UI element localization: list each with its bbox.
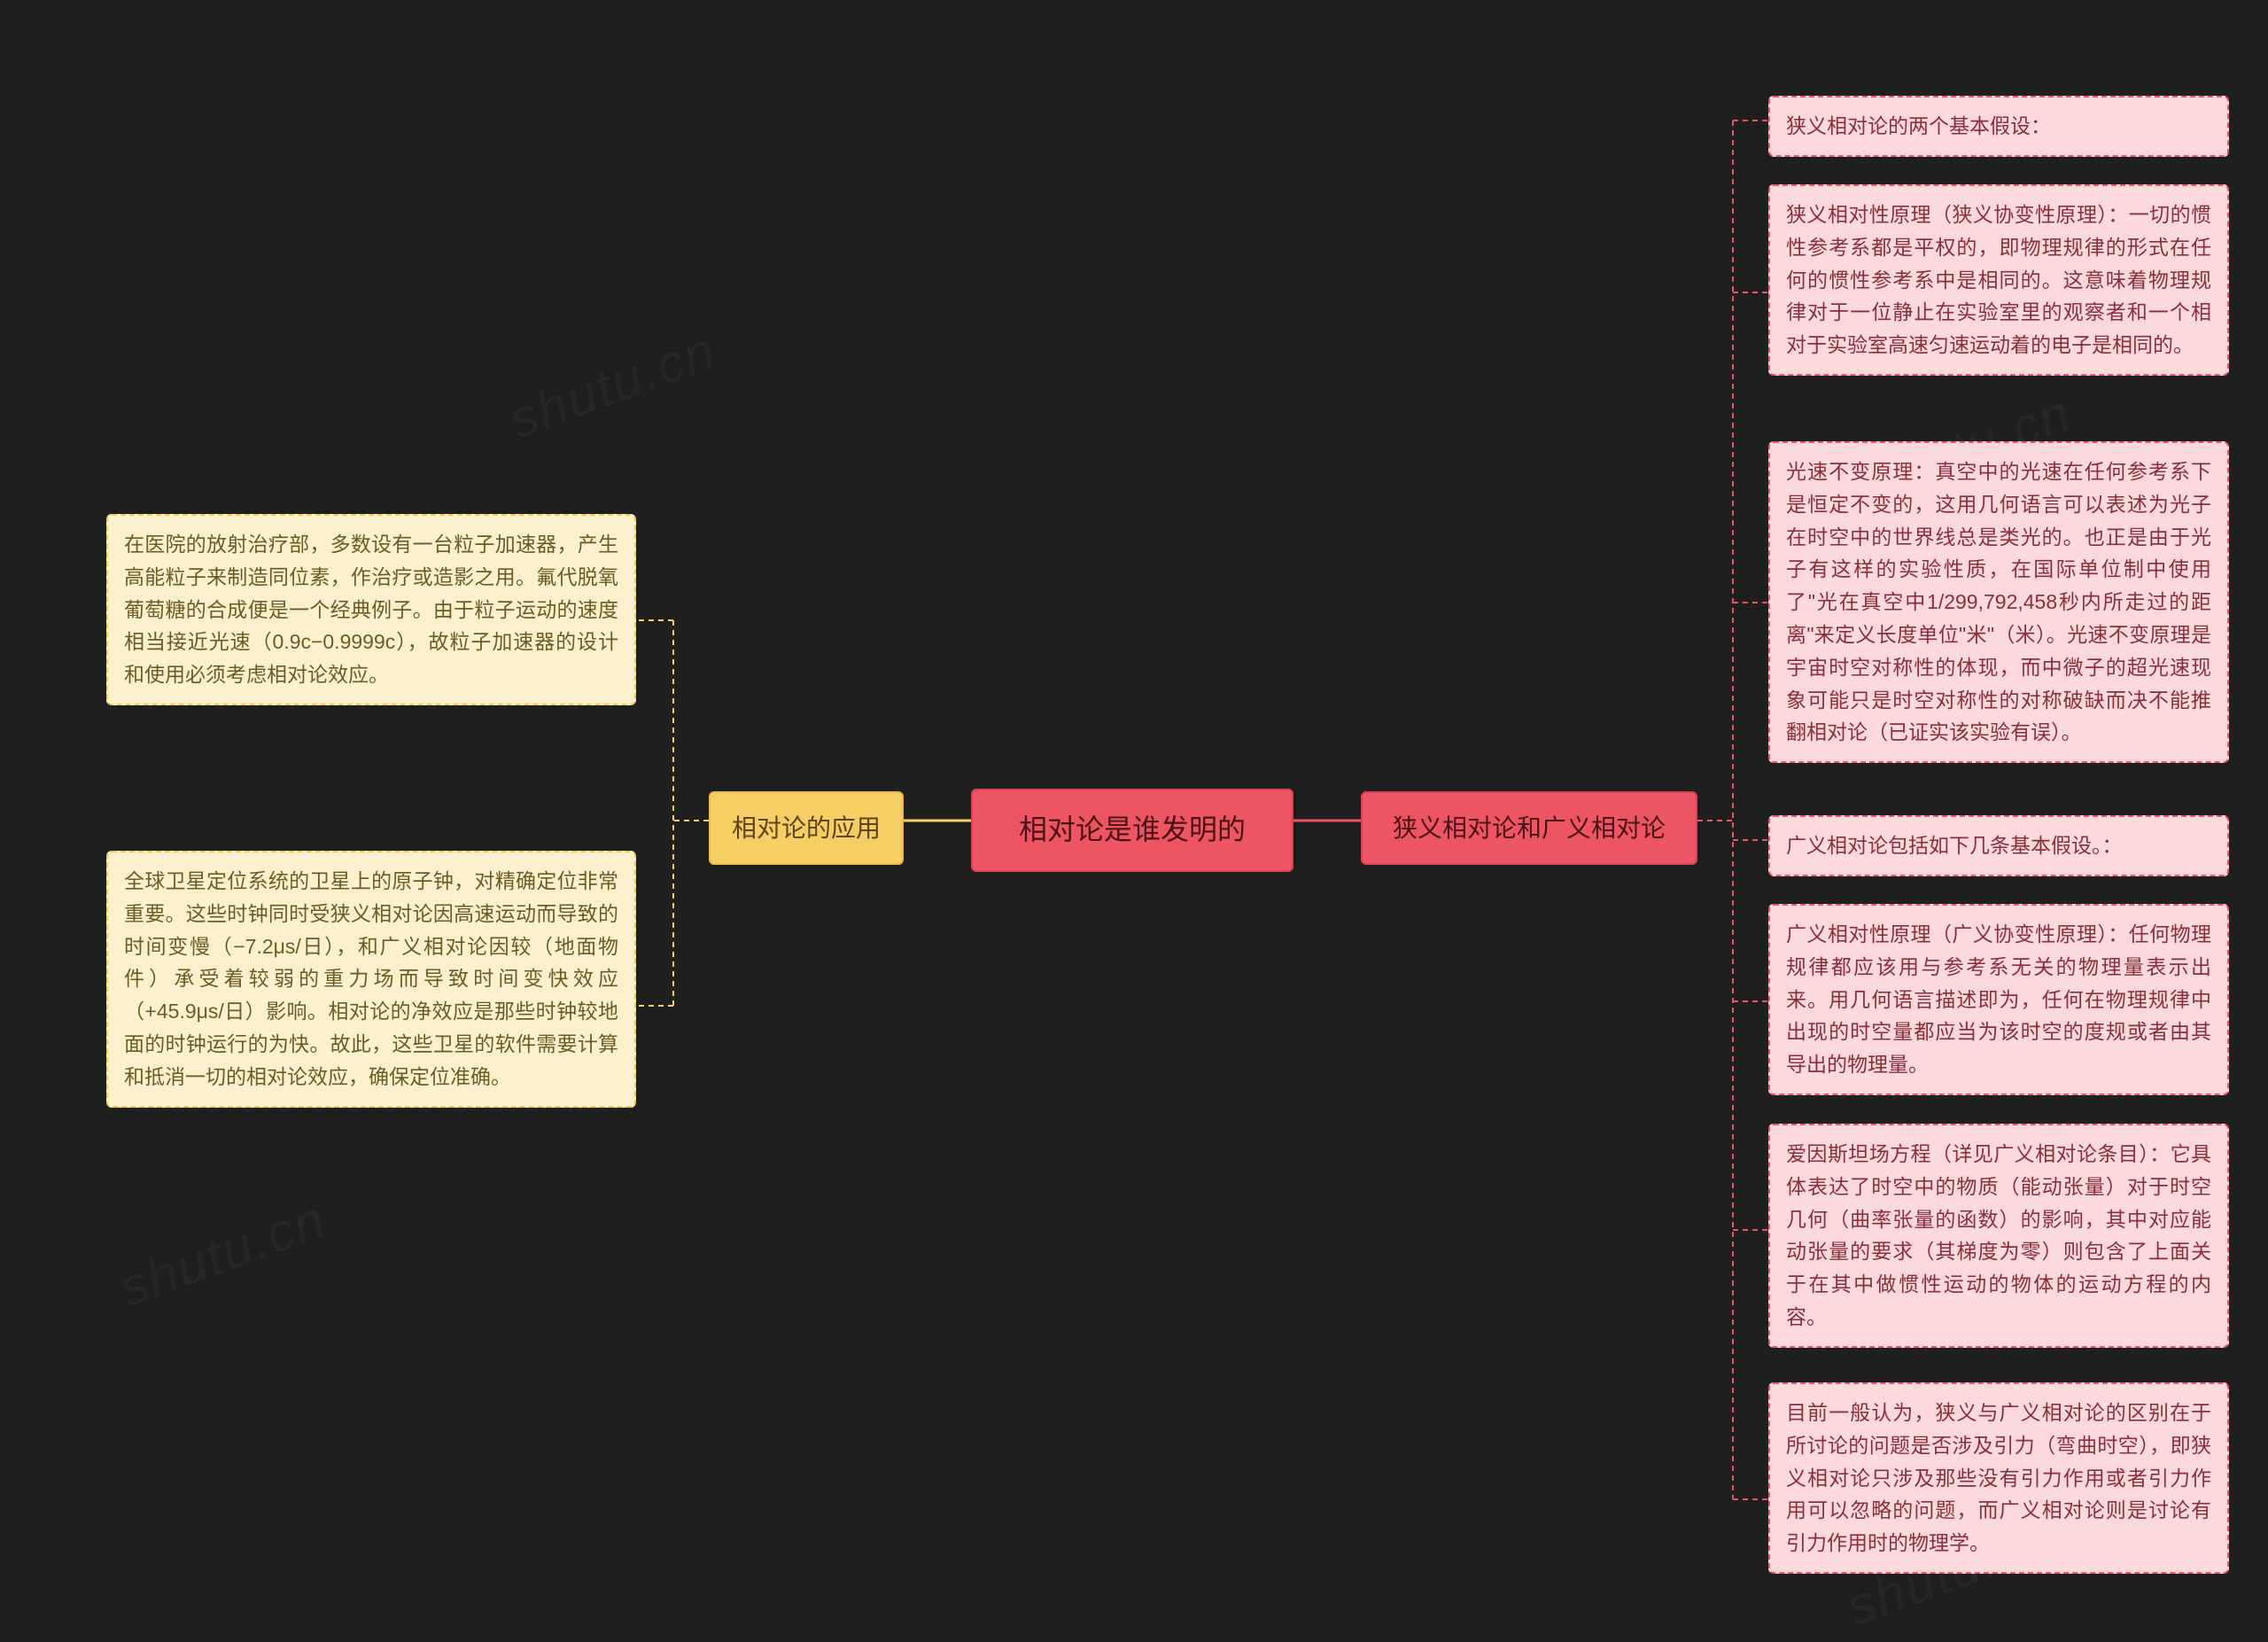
left-leaf-0[interactable]: 在医院的放射治疗部，多数设有一台粒子加速器，产生高能粒子来制造同位素，作治疗或造… (106, 514, 636, 705)
right-leaf-5[interactable]: 爱因斯坦场方程（详见广义相对论条目）：它具体表达了时空中的物质（能动张量）对于时… (1768, 1124, 2229, 1348)
right-leaf-3[interactable]: 广义相对论包括如下几条基本假设。： (1768, 815, 2229, 876)
left-branch-node[interactable]: 相对论的应用 (709, 791, 904, 865)
right-leaf-4[interactable]: 广义相对性原理（广义协变性原理）：任何物理规律都应该用与参考系无关的物理量表示出… (1768, 904, 2229, 1095)
right-branch-node[interactable]: 狭义相对论和广义相对论 (1361, 791, 1697, 865)
right-leaf-2[interactable]: 光速不变原理：真空中的光速在任何参考系下是恒定不变的，这用几何语言可以表述为光子… (1768, 441, 2229, 763)
watermark: shutu.cn (501, 320, 725, 451)
right-leaf-0[interactable]: 狭义相对论的两个基本假设： (1768, 96, 2229, 157)
root-node[interactable]: 相对论是谁发明的 (971, 789, 1293, 872)
right-leaf-6[interactable]: 目前一般认为，狭义与广义相对论的区别在于所讨论的问题是否涉及引力（弯曲时空），即… (1768, 1382, 2229, 1574)
watermark: shutu.cn (112, 1188, 335, 1319)
left-leaf-1[interactable]: 全球卫星定位系统的卫星上的原子钟，对精确定位非常重要。这些时钟同时受狭义相对论因… (106, 851, 636, 1108)
right-leaf-1[interactable]: 狭义相对性原理（狭义协变性原理）：一切的惯性参考系都是平权的，即物理规律的形式在… (1768, 184, 2229, 376)
